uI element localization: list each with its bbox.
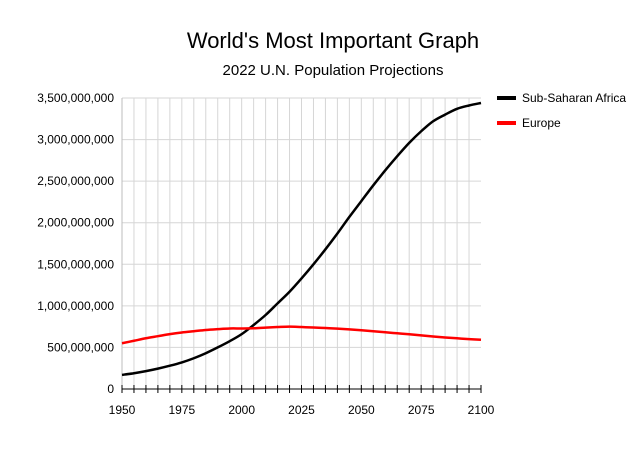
x-tick-label: 1975 [168,403,195,417]
y-tick-label: 0 [107,382,114,396]
y-tick-label: 1,000,000,000 [37,299,114,313]
series-lines [121,101,482,377]
y-tick-label: 3,000,000,000 [37,133,114,147]
x-tick-label: 2075 [408,403,435,417]
chart-subtitle: 2022 U.N. Population Projections [223,62,444,79]
x-tick-label: 2025 [288,403,315,417]
axes [121,98,482,393]
x-tick-labels: 1950 1975 2000 2025 2050 2075 2100 [109,403,495,417]
legend-label-sub-saharan-africa: Sub-Saharan Africa [522,91,626,105]
x-tick-label: 2000 [228,403,255,417]
legend: Sub-Saharan Africa Europe [497,91,626,130]
series-line-sub-saharan-africa [121,101,482,377]
series-line-europe [121,325,482,345]
chart-title: World's Most Important Graph [187,28,479,53]
grid [122,97,481,389]
x-tick-label: 1950 [109,403,136,417]
y-tick-label: 2,000,000,000 [37,216,114,230]
legend-label-europe: Europe [522,116,561,130]
y-tick-labels: 0 500,000,000 1,000,000,000 1,500,000,000 2,… [37,91,114,396]
y-tick-label: 500,000,000 [47,340,114,354]
x-tick-label: 2050 [348,403,375,417]
y-tick-label: 2,500,000,000 [37,174,114,188]
x-tick-label: 2100 [468,403,495,417]
y-tick-label: 1,500,000,000 [37,257,114,271]
y-tick-label: 3,500,000,000 [37,91,114,105]
